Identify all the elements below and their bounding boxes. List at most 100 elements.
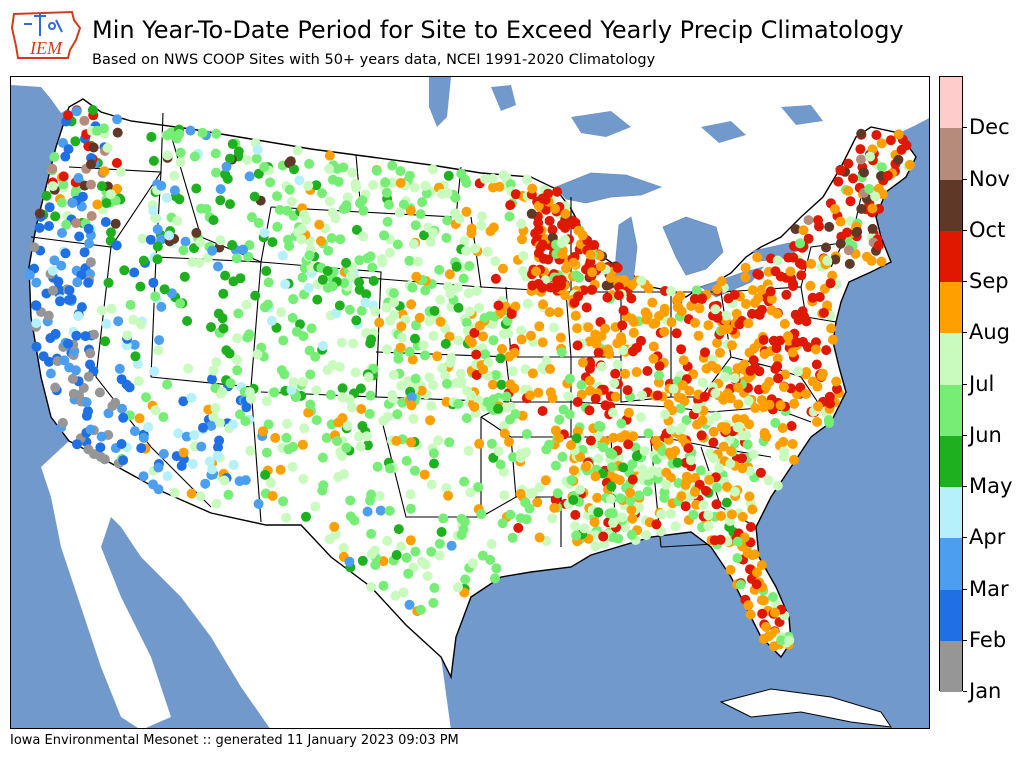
station-dot xyxy=(532,497,543,508)
station-dot xyxy=(679,396,690,407)
station-dot xyxy=(232,354,243,365)
station-dot xyxy=(545,387,556,398)
station-dot xyxy=(67,373,78,384)
station-dot xyxy=(315,236,326,246)
station-dot xyxy=(670,446,681,456)
station-dot xyxy=(490,273,501,284)
station-dot xyxy=(468,558,478,569)
station-dot xyxy=(233,308,244,319)
station-dot xyxy=(699,391,710,402)
station-dot xyxy=(296,234,307,245)
station-dot xyxy=(112,127,123,138)
station-dot xyxy=(129,339,140,350)
station-dot xyxy=(34,208,45,219)
station-dot xyxy=(601,280,612,291)
station-dot xyxy=(726,446,736,457)
station-dot xyxy=(323,245,334,256)
station-dot xyxy=(243,251,254,262)
station-dot xyxy=(901,140,912,151)
station-dot xyxy=(100,336,111,347)
colorbar-segment-aug xyxy=(940,282,962,334)
station-dot xyxy=(178,396,189,407)
station-dot xyxy=(605,447,616,458)
station-dot xyxy=(298,473,309,484)
station-dot xyxy=(263,277,274,288)
station-dot xyxy=(550,425,561,436)
station-dot xyxy=(355,441,366,452)
station-dot xyxy=(437,363,448,374)
station-dot xyxy=(585,435,596,446)
station-dot xyxy=(241,299,252,310)
colorbar-label-feb: Feb xyxy=(969,627,1007,652)
station-dot xyxy=(153,462,164,473)
colorbar-segment-may xyxy=(940,435,962,487)
station-dot xyxy=(96,431,107,442)
station-dot xyxy=(138,255,149,266)
station-dot xyxy=(409,465,420,476)
station-dot xyxy=(779,451,789,462)
station-dot xyxy=(294,175,305,186)
station-dot xyxy=(267,237,278,248)
station-dot xyxy=(453,335,464,346)
station-dot xyxy=(274,204,285,215)
station-dot xyxy=(324,534,335,545)
station-dot xyxy=(149,366,160,377)
station-dot xyxy=(89,329,99,340)
station-dot xyxy=(81,397,92,408)
station-dot xyxy=(408,413,419,424)
station-dot xyxy=(362,253,373,264)
station-dot xyxy=(404,599,415,610)
station-dot xyxy=(207,464,218,475)
station-dot xyxy=(715,347,725,358)
station-dot xyxy=(538,299,548,310)
station-dot xyxy=(387,177,398,188)
station-dot xyxy=(537,406,548,416)
station-dot xyxy=(113,316,124,327)
station-dot xyxy=(748,355,759,366)
station-dot xyxy=(391,550,402,560)
station-dot xyxy=(135,281,146,292)
station-dot xyxy=(118,412,129,423)
station-dot xyxy=(83,371,94,382)
map-title: Min Year-To-Date Period for Site to Exce… xyxy=(92,16,904,44)
station-dot xyxy=(593,453,604,464)
station-dot xyxy=(748,449,759,460)
station-dot xyxy=(314,219,325,230)
station-dot xyxy=(743,318,754,329)
station-dot xyxy=(608,407,618,418)
station-dot xyxy=(56,197,67,208)
station-dot xyxy=(200,478,211,489)
canada-lakes xyxy=(429,77,823,143)
station-dot xyxy=(265,477,276,488)
station-dot xyxy=(480,173,491,184)
station-dot xyxy=(737,511,748,522)
station-dot xyxy=(56,260,67,271)
station-dot xyxy=(44,221,54,231)
station-dot xyxy=(740,272,751,283)
station-dot xyxy=(286,196,297,207)
station-dot xyxy=(211,128,222,139)
station-dot xyxy=(570,521,580,532)
station-dot xyxy=(213,261,223,272)
station-dot xyxy=(378,580,389,591)
station-dot xyxy=(534,482,545,493)
station-dot xyxy=(622,385,633,396)
station-dot xyxy=(129,267,140,278)
station-dot xyxy=(520,364,531,375)
station-dot xyxy=(85,348,96,359)
station-dot xyxy=(238,244,249,255)
station-dot xyxy=(122,330,133,341)
station-dot xyxy=(329,521,340,532)
station-dot xyxy=(318,480,329,491)
station-dot xyxy=(763,475,774,486)
station-dot xyxy=(696,430,707,441)
station-dot xyxy=(495,459,506,470)
station-dot xyxy=(659,303,670,314)
station-dot xyxy=(680,501,691,512)
station-dot xyxy=(388,369,399,380)
station-dot xyxy=(275,464,286,475)
station-dot xyxy=(365,390,376,401)
station-dot xyxy=(185,125,196,136)
station-dot xyxy=(864,183,875,194)
station-dot xyxy=(623,407,634,418)
